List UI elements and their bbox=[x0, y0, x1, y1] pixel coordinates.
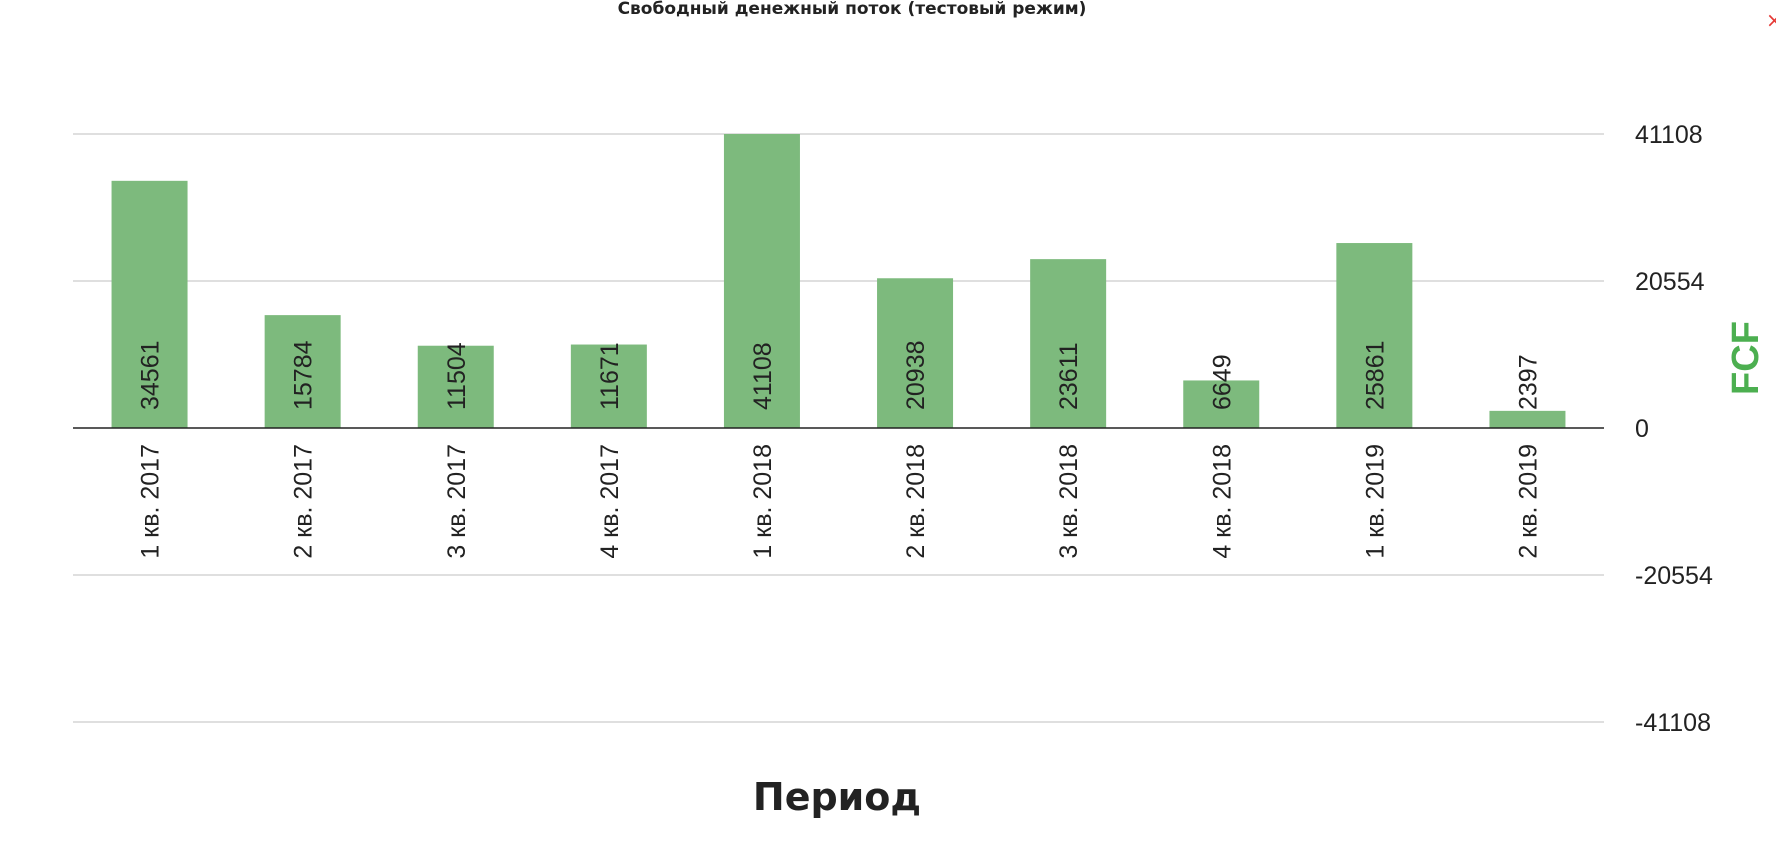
x-tick-label: 1 кв. 2017 bbox=[137, 444, 165, 559]
y-tick-label: 41108 bbox=[1635, 121, 1703, 149]
data-label: 6649 bbox=[1208, 354, 1236, 410]
close-icon[interactable]: × bbox=[1766, 8, 1776, 32]
data-label: 41108 bbox=[749, 342, 777, 410]
x-tick-label: 4 кв. 2017 bbox=[596, 444, 624, 559]
y-axis-title: FCF bbox=[1725, 321, 1767, 395]
x-tick-label: 1 кв. 2018 bbox=[749, 444, 777, 559]
x-tick-label: 3 кв. 2017 bbox=[443, 444, 471, 559]
bar[interactable] bbox=[111, 180, 188, 428]
bar[interactable] bbox=[723, 134, 800, 428]
x-tick-label: 2 кв. 2018 bbox=[902, 444, 930, 559]
x-tick-label: 1 кв. 2019 bbox=[1361, 444, 1389, 559]
x-tick-labels: 1 кв. 2017 2 кв. 2017 3 кв. 2017 4 кв. 2017… bbox=[137, 444, 1543, 559]
y-tick-label: -41108 bbox=[1635, 709, 1711, 737]
bar[interactable] bbox=[1336, 243, 1413, 428]
data-label: 23611 bbox=[1055, 342, 1083, 410]
bar[interactable] bbox=[1489, 410, 1566, 428]
bars bbox=[111, 134, 1566, 428]
bar[interactable] bbox=[264, 315, 341, 428]
data-labels: 34561 15784 11504 11671 41108 20938 23611 6649 2… bbox=[137, 340, 1543, 410]
y-tick-labels: 41108 20554 0 -20554 -41108 bbox=[1635, 121, 1713, 737]
y-tick-label: -20554 bbox=[1635, 562, 1713, 590]
bar[interactable] bbox=[1183, 380, 1260, 428]
x-tick-label: 2 кв. 2017 bbox=[290, 444, 318, 559]
bar[interactable] bbox=[417, 345, 494, 428]
bar[interactable] bbox=[1030, 259, 1107, 428]
x-tick-label: 3 кв. 2018 bbox=[1055, 444, 1083, 559]
x-axis-title: Период bbox=[753, 775, 921, 819]
x-tick-label: 2 кв. 2019 bbox=[1514, 444, 1542, 559]
data-label: 2397 bbox=[1514, 354, 1542, 410]
bar[interactable] bbox=[570, 344, 647, 428]
y-tick-label: 20554 bbox=[1635, 268, 1705, 296]
data-label: 25861 bbox=[1361, 340, 1389, 410]
chart-title: Свободный денежный поток (тестовый режим… bbox=[617, 0, 1087, 19]
x-tick-label: 4 кв. 2018 bbox=[1208, 444, 1236, 559]
data-label: 11671 bbox=[596, 342, 624, 410]
data-label: 11504 bbox=[443, 342, 471, 410]
bar[interactable] bbox=[877, 278, 954, 428]
data-label: 20938 bbox=[902, 340, 930, 410]
y-tick-label: 0 bbox=[1635, 415, 1649, 443]
data-label: 34561 bbox=[137, 340, 165, 410]
data-label: 15784 bbox=[290, 340, 318, 410]
